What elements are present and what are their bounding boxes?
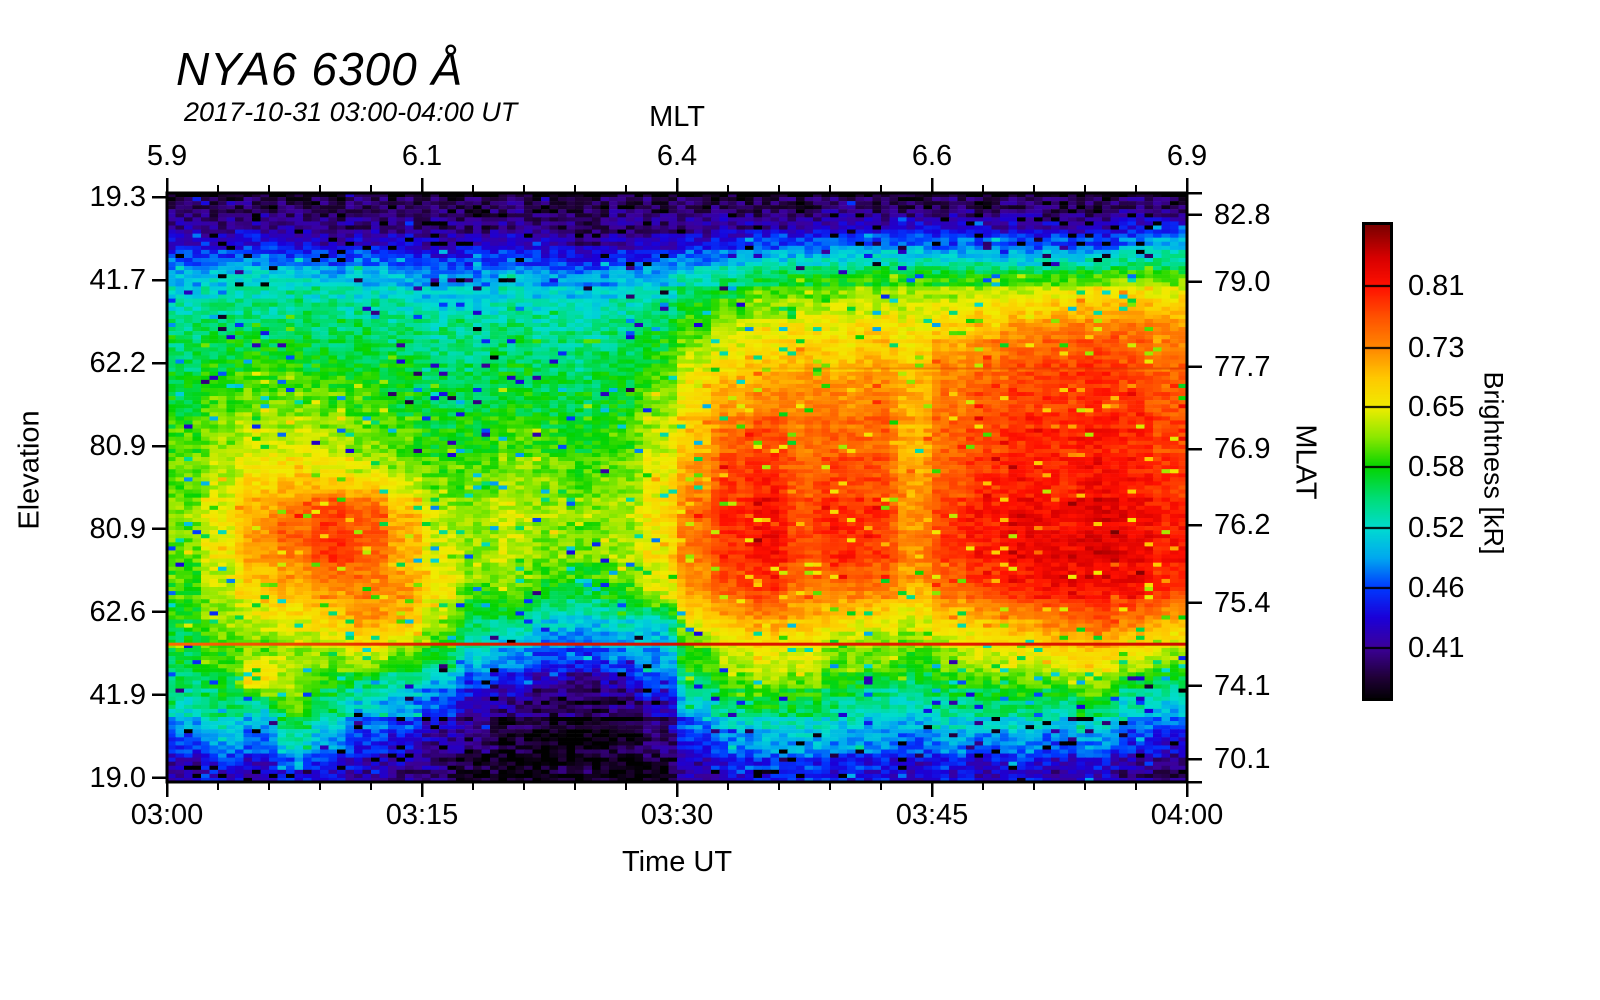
right-tick-label: 77.7 [1214,350,1271,383]
right-tick-label: 82.8 [1214,198,1271,231]
colorbar-gradient [1362,222,1393,701]
heatmap-canvas [167,193,1187,782]
right-axis-title: MLAT [1289,424,1322,500]
colorbar-tick-label: 0.81 [1408,270,1465,303]
chart-title: NYA6 6300 Å [176,43,464,95]
right-tick-label: 76.9 [1214,433,1271,466]
bottom-tick-label: 04:00 [1150,799,1224,831]
top-tick-label: 5.9 [146,140,188,172]
left-tick-label: 80.9 [89,512,146,545]
colorbar-tick-label: 0.73 [1408,331,1465,364]
right-tick-label: 74.1 [1214,669,1271,702]
right-tick-label: 75.4 [1214,586,1271,619]
colorbar-tick-label: 0.58 [1408,451,1465,484]
right-tick-label: 79.0 [1214,265,1271,298]
bottom-tick-label: 03:00 [130,799,204,831]
colorbar-tick-label: 0.52 [1408,512,1465,545]
chart-subtitle: 2017-10-31 03:00-04:00 UT [184,97,518,127]
left-tick-label: 62.2 [89,347,146,380]
bottom-tick-label: 03:30 [640,799,714,831]
left-tick-label: 80.9 [89,430,146,463]
left-tick-label: 41.9 [89,678,146,711]
left-tick-label: 41.7 [89,264,146,297]
left-tick-label: 19.0 [89,761,146,794]
left-tick-label: 62.6 [89,595,146,628]
top-tick-label: 6.9 [1166,140,1208,172]
colorbar-title: Brightness [kR] [1478,371,1509,555]
colorbar-tick-label: 0.46 [1408,572,1465,605]
right-tick-label: 70.1 [1214,743,1271,776]
bottom-tick-label: 03:45 [895,799,969,831]
left-tick-label: 19.3 [89,181,146,214]
colorbar-tick-label: 0.65 [1408,391,1465,424]
right-tick-label: 76.2 [1214,509,1271,542]
top-tick-label: 6.6 [911,140,953,172]
top-axis-title: MLT [649,101,705,133]
bottom-tick-label: 03:15 [385,799,459,831]
top-tick-label: 6.4 [656,140,698,172]
bottom-axis-title: Time UT [621,846,733,878]
colorbar-tick-label: 0.41 [1408,631,1465,664]
top-tick-label: 6.1 [401,140,443,172]
